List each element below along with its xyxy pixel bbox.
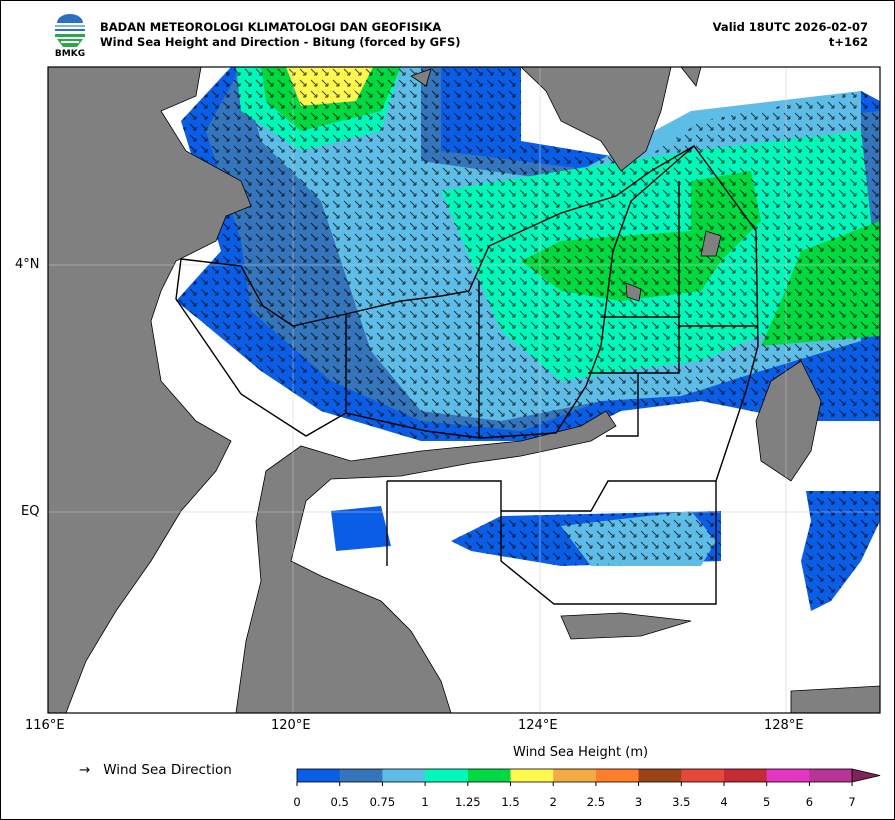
colorbar-swatch	[297, 769, 341, 782]
colorbar-label: 0.75	[369, 795, 396, 809]
colorbar-swatch	[467, 769, 511, 782]
land-sulawesi	[235, 410, 617, 713]
colorbar-label: 0	[293, 795, 301, 809]
colorbar-title: Wind Sea Height (m)	[513, 745, 649, 760]
map-border	[47, 66, 881, 714]
colorbar-label: 1.25	[454, 795, 481, 809]
lon-tick: 128°E	[764, 718, 804, 733]
colorbar-extend-arrow	[851, 768, 881, 783]
legend-label: Wind Sea Direction	[103, 762, 232, 778]
grid-lines	[48, 67, 880, 713]
colorbar-swatch	[724, 769, 768, 782]
wave-height-field	[176, 67, 880, 611]
colorbar-swatch	[339, 769, 383, 782]
land-halmahera	[755, 360, 822, 482]
colorbar-swatch	[510, 769, 554, 782]
colorbar-swatch	[553, 769, 597, 782]
land-sula	[560, 612, 692, 640]
valid-time: Valid 18UTC 2026-02-07	[712, 20, 868, 34]
lon-tick: 124°E	[518, 718, 558, 733]
colorbar-border	[296, 768, 853, 783]
forecast-zone-boundaries	[175, 144, 759, 605]
land-mindanao	[520, 67, 672, 172]
land	[48, 67, 880, 713]
colorbar-swatch	[809, 769, 853, 782]
colorbar	[296, 768, 881, 786]
colorbar-label: 2.5	[586, 795, 606, 809]
lat-tick: EQ	[21, 504, 40, 519]
colorbar-label: 7	[848, 795, 856, 809]
colorbar-swatch	[425, 769, 469, 782]
land-borneo	[48, 67, 252, 713]
lat-tick: 4°N	[15, 257, 40, 272]
colorbar-swatch	[681, 769, 725, 782]
colorbar-swatch	[595, 769, 640, 782]
svg-text:BMKG: BMKG	[55, 49, 85, 59]
colorbar-label: 3.5	[672, 795, 691, 809]
map-subtitle: Wind Sea Height and Direction - Bitung (…	[100, 35, 461, 49]
colorbar-label: 3	[634, 795, 643, 809]
colorbar-label: 4	[720, 795, 728, 809]
bmkg-logo: BMKG	[55, 14, 85, 59]
colorbar-label: 6	[805, 795, 814, 809]
direction-legend: → Wind Sea Direction	[79, 762, 232, 778]
org-title: BADAN METEOROLOGI KLIMATOLOGI DAN GEOFIS…	[100, 20, 442, 34]
land-islands	[410, 67, 722, 302]
colorbar-label: 0.5	[330, 795, 349, 809]
land-east-south	[790, 685, 880, 713]
forecast-step: t+162	[828, 35, 868, 49]
colorbar-label: 1	[421, 795, 429, 809]
lon-tick: 116°E	[25, 718, 65, 733]
colorbar-label: 5	[763, 795, 771, 809]
colorbar-swatch	[382, 769, 426, 782]
colorbar-swatch	[766, 769, 810, 782]
lon-tick: 120°E	[271, 718, 311, 733]
colorbar-label: 2	[549, 795, 557, 809]
arrow-icon: →	[79, 762, 91, 778]
colorbar-swatch	[638, 769, 682, 782]
colorbar-label: 1.5	[501, 795, 520, 809]
